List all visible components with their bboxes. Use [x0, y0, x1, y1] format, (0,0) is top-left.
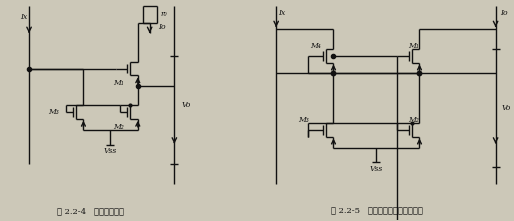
- Text: Io: Io: [501, 9, 508, 17]
- Text: Ix: Ix: [278, 9, 285, 17]
- Text: 图 2.2-5   改进的威尔逊恒流源电路: 图 2.2-5 改进的威尔逊恒流源电路: [331, 208, 423, 216]
- Text: 图 2.2-4   威尔逊恒流源: 图 2.2-4 威尔逊恒流源: [57, 208, 124, 216]
- Text: M₂: M₂: [408, 116, 419, 124]
- Text: M₃: M₃: [299, 116, 309, 124]
- Text: r₀: r₀: [160, 10, 167, 18]
- Text: M₁: M₁: [408, 42, 419, 50]
- Text: Vo: Vo: [502, 104, 511, 112]
- Text: Vss: Vss: [103, 147, 117, 156]
- Text: M₃: M₃: [48, 108, 59, 116]
- Text: Ix: Ix: [20, 13, 27, 21]
- Text: Io: Io: [158, 23, 166, 31]
- Text: M₁: M₁: [113, 79, 123, 87]
- Text: Vss: Vss: [370, 165, 382, 173]
- Text: M₄: M₄: [310, 42, 321, 50]
- Text: M₂: M₂: [113, 123, 123, 131]
- Text: Vo: Vo: [181, 101, 191, 109]
